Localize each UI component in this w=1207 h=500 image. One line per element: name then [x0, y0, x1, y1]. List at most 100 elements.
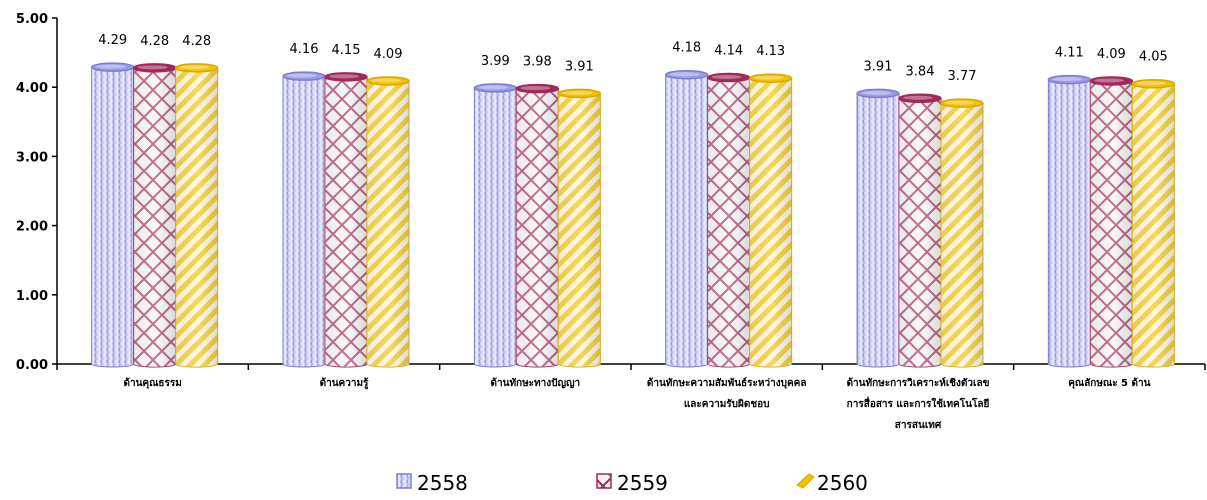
bar-2558-3 [666, 71, 708, 367]
bar-2558-1 [283, 72, 325, 367]
data-label: 3.77 [948, 69, 977, 84]
bar-shade [750, 78, 792, 367]
data-label: 4.14 [714, 44, 743, 59]
legend-swatch [797, 474, 814, 488]
legend: 2558 2559 2560 [397, 471, 868, 495]
category-label: ด้านทักษะการวิเคราะห์เชิงตัวเลข [847, 377, 990, 389]
data-label: 4.18 [672, 41, 701, 56]
data-label: 3.84 [906, 64, 935, 79]
bar-2560-3 [750, 74, 792, 367]
bar-top-highlight [903, 96, 933, 100]
bar-top-highlight [712, 75, 742, 79]
legend-label: 2558 [417, 471, 468, 495]
bar-body [474, 88, 516, 367]
data-label: 4.15 [332, 43, 361, 58]
bar-top-highlight [478, 85, 508, 89]
legend-swatch [597, 474, 611, 488]
bar-2559-0 [134, 64, 176, 367]
data-label: 3.91 [565, 59, 594, 74]
bar-shade [176, 68, 218, 367]
bar-2559-3 [708, 74, 750, 367]
bar-2559-2 [516, 85, 558, 367]
y-tick-label: 2.00 [16, 220, 48, 235]
y-tick-label: 3.00 [16, 150, 48, 165]
bar-top-highlight [670, 72, 700, 76]
data-label: 4.28 [140, 34, 169, 49]
bar-top-highlight [520, 86, 550, 90]
data-label: 3.98 [523, 55, 552, 70]
bar-shade [899, 98, 941, 367]
data-label: 4.13 [756, 44, 785, 59]
category-label: ด้านความรู้ [320, 377, 369, 390]
data-labels: 4.29 4.28 4.28 4.16 4.15 4.09 3.99 3.98 3.91 4.18… [98, 33, 1168, 84]
bar-2558-2 [474, 84, 516, 367]
bar-shade [1132, 84, 1174, 367]
category-label: ด้านทักษะทางปัญญา [491, 377, 581, 389]
data-label: 4.05 [1139, 50, 1168, 65]
bar-body [666, 75, 708, 367]
bar-2558-0 [92, 63, 134, 367]
bar-top-highlight [287, 74, 317, 78]
data-label: 4.28 [182, 34, 211, 49]
bar-top-highlight [754, 76, 784, 80]
bar-body [92, 67, 134, 367]
bar-2560-2 [558, 89, 600, 367]
bars [92, 63, 1175, 367]
category-label: ด้านทักษะความสัมพันธ์ระหว่างบุคคล [647, 377, 807, 389]
bar-top-highlight [1052, 77, 1082, 81]
legend-label: 2560 [817, 471, 868, 495]
y-tick-label: 1.00 [16, 289, 48, 304]
category-label: การสื่อสาร และการใช้เทคโนโลยี [847, 396, 990, 410]
bar-top-highlight [96, 65, 126, 69]
legend-item-2559: 2559 [597, 471, 668, 495]
category-labels: ด้านคุณธรรม ด้านความรู้ ด้านทักษะทางปัญญา ด… [123, 377, 1150, 431]
data-label: 4.11 [1055, 46, 1084, 61]
bar-top-highlight [562, 91, 592, 95]
bar-shade [708, 78, 750, 367]
data-label: 4.09 [1097, 47, 1126, 62]
bar-2560-0 [176, 64, 218, 367]
bar-top-highlight [861, 91, 891, 95]
y-tick-label: 4.00 [16, 81, 48, 96]
bar-2558-4 [857, 89, 899, 367]
bar-body [283, 76, 325, 367]
bar-top-highlight [138, 65, 168, 69]
bar-shade [325, 77, 367, 367]
bar-top-highlight [371, 78, 401, 82]
bar-2559-5 [1090, 77, 1132, 367]
bar-top-highlight [945, 101, 975, 105]
bar-top-highlight [1136, 81, 1166, 85]
y-tick-label: 5.00 [16, 12, 48, 27]
bar-shade [1090, 81, 1132, 367]
bar-shade [367, 81, 409, 367]
bar-shade [558, 93, 600, 367]
bar-2559-4 [899, 94, 941, 367]
legend-item-2560: 2560 [797, 471, 868, 495]
bar-top-highlight [180, 65, 210, 69]
category-label: สารสนเทศ [895, 420, 942, 431]
bar-shade [516, 89, 558, 367]
bar-body [1048, 80, 1090, 367]
bar-2560-4 [941, 99, 983, 367]
bar-top-highlight [329, 74, 359, 78]
category-label: ด้านคุณธรรม [123, 377, 181, 389]
legend-label: 2559 [617, 471, 668, 495]
category-label: คุณลักษณะ 5 ด้าน [1068, 377, 1150, 389]
y-tick-label: 0.00 [16, 358, 48, 373]
bar-body [857, 93, 899, 367]
bar-2558-5 [1048, 76, 1090, 367]
category-label: และความรับผิดชอบ [684, 398, 770, 410]
bar-2560-1 [367, 77, 409, 367]
data-label: 4.16 [290, 42, 319, 57]
bar-shade [134, 68, 176, 367]
legend-item-2558: 2558 [397, 471, 468, 495]
bar-top-highlight [1094, 78, 1124, 82]
data-label: 3.91 [864, 59, 893, 74]
bar-2559-1 [325, 73, 367, 367]
legend-swatch [397, 474, 411, 488]
data-label: 3.99 [481, 54, 510, 69]
bar-shade [941, 103, 983, 367]
data-label: 4.29 [98, 33, 127, 48]
bar-2560-5 [1132, 80, 1174, 367]
